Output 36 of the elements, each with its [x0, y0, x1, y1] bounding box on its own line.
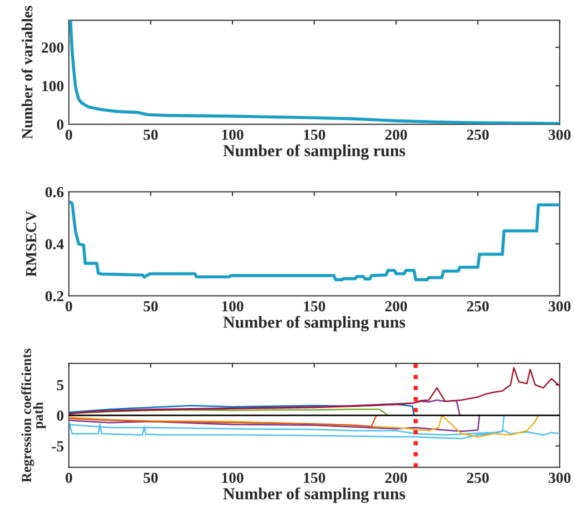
x-axis-title: Number of sampling runs	[223, 487, 406, 503]
y-axis-title: Regression coefficients path	[21, 348, 46, 482]
x-tick-label: 250	[467, 301, 489, 312]
x-tick-label: 100	[222, 301, 244, 312]
x-tick-label: 0	[66, 472, 72, 483]
x-axis-title: Number of sampling runs	[223, 316, 406, 332]
y-tick-label: 100	[42, 80, 64, 92]
x-tick-label: 150	[304, 130, 326, 140]
y-tick-label: -5	[52, 441, 64, 452]
y-tick-label: 0.4	[46, 238, 64, 250]
x-tick-label: 300	[548, 472, 571, 483]
x-tick-label: 50	[144, 130, 158, 140]
y-tick-label: 0	[56, 410, 64, 421]
x-axis-title: Number of sampling runs	[223, 144, 406, 160]
x-tick-label: 300	[548, 301, 571, 312]
x-tick-label: 50	[144, 472, 158, 483]
x-tick-label: 50	[144, 301, 158, 312]
x-tick-label: 200	[385, 472, 407, 483]
y-tick-label: 0.6	[46, 187, 64, 198]
x-tick-label: 100	[222, 130, 244, 140]
x-tick-label: 250	[467, 472, 489, 483]
x-tick-label: 100	[222, 472, 244, 483]
x-tick-label: 0	[66, 301, 72, 312]
y-tick-label: 0.2	[46, 290, 64, 302]
y-axis-title: RMSECV	[26, 210, 36, 277]
y-axis-title: Number of variables	[22, 6, 32, 139]
x-tick-label: 300	[548, 130, 571, 140]
x-tick-label: 0	[66, 130, 72, 140]
x-tick-label: 200	[385, 130, 407, 140]
x-tick-label: 150	[304, 472, 326, 483]
x-tick-label: 150	[304, 301, 326, 312]
y-tick-label: 200	[42, 42, 64, 53]
x-tick-label: 200	[385, 301, 407, 312]
y-tick-label: 5	[56, 380, 64, 390]
x-tick-label: 250	[467, 130, 489, 140]
y-tick-label: 0	[56, 119, 64, 130]
